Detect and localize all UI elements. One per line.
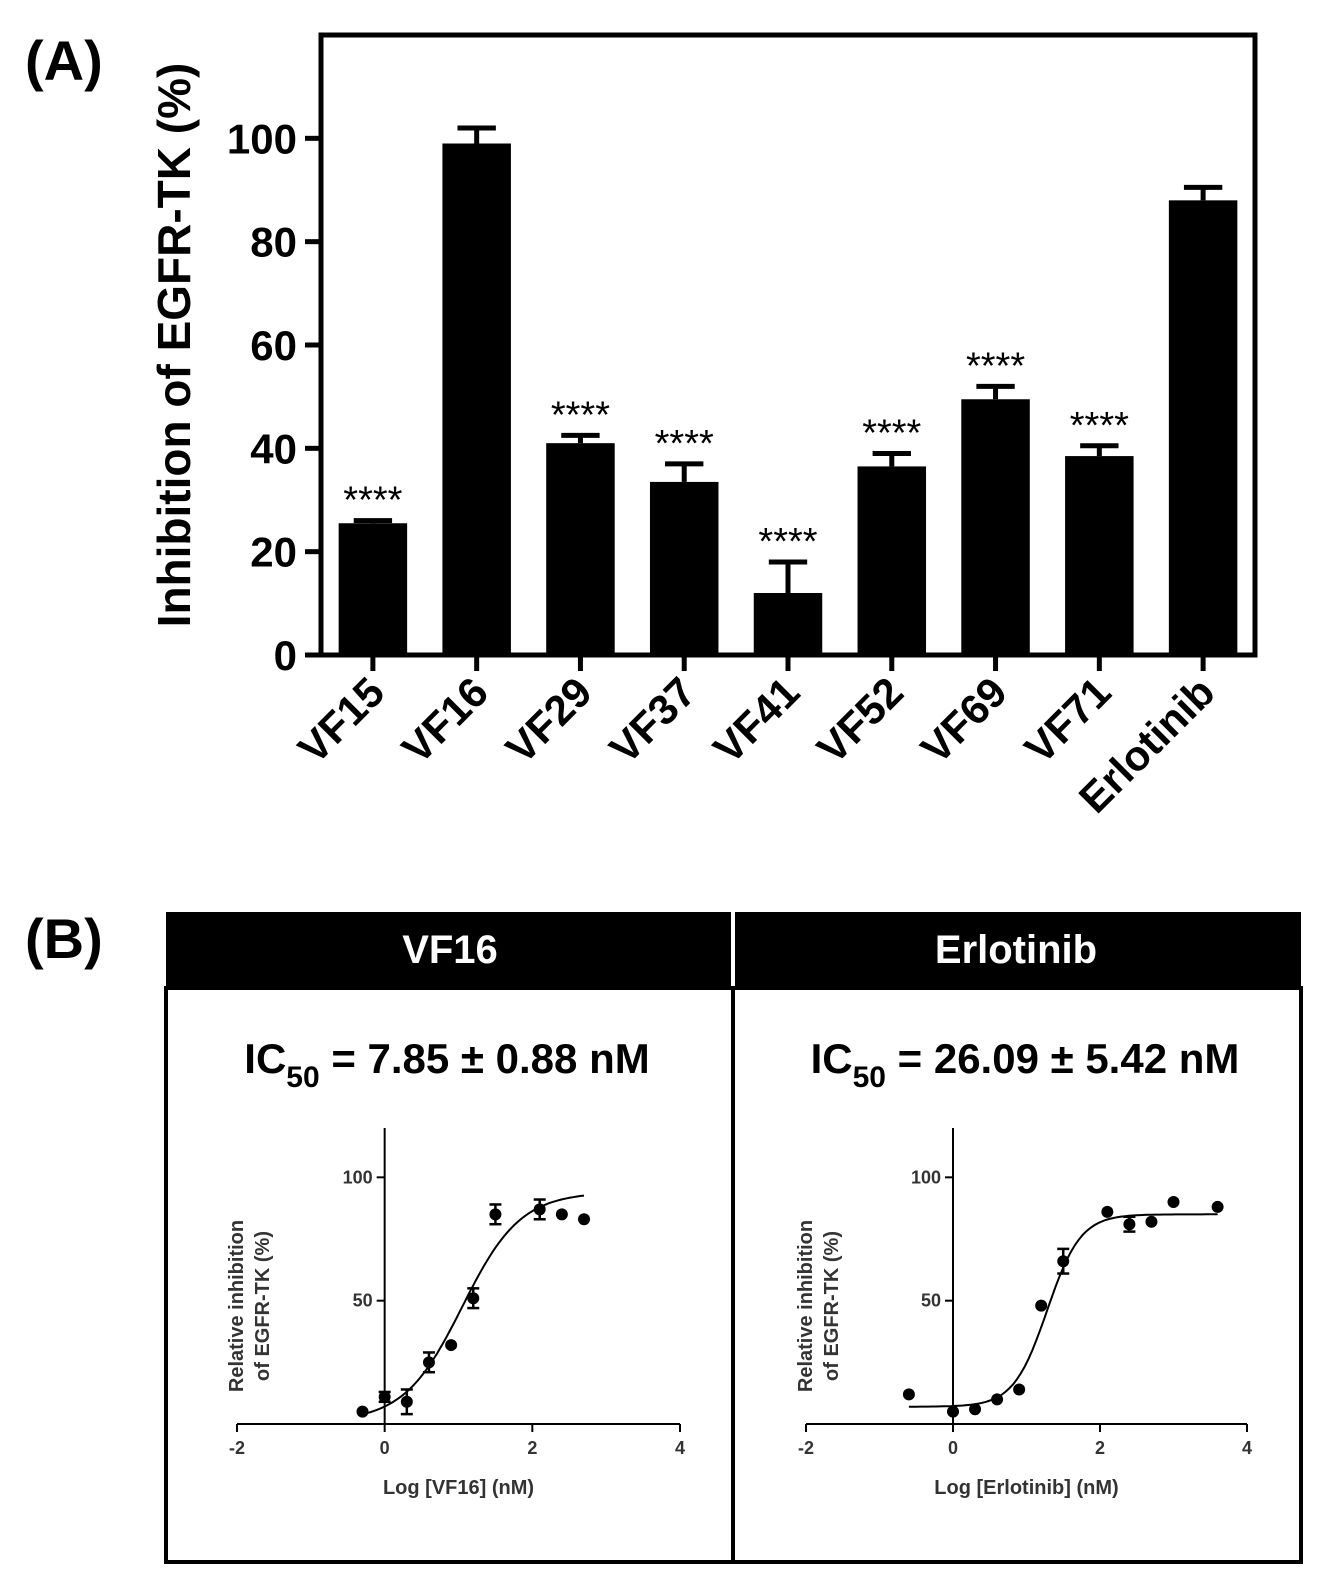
data-point <box>555 1208 568 1221</box>
significance-label: **** <box>655 423 714 465</box>
data-point <box>1167 1196 1180 1208</box>
x-tick-label: VF29 <box>497 668 601 772</box>
y-axis-title-line2: of EGFR-TK (%) <box>252 1231 274 1381</box>
significance-label: **** <box>551 394 610 436</box>
vf16-dose-response-chart: -2 0 2 4 50 100 Log [VF16] (nM) Relative inhibi… <box>226 1128 685 1499</box>
data-point <box>400 1395 413 1408</box>
x-tick-label: VF52 <box>808 668 912 772</box>
data-point <box>969 1403 982 1416</box>
data-point <box>991 1393 1004 1406</box>
data-point <box>902 1388 915 1401</box>
x-axis: VF15 VF16 VF29 VF37 VF41 VF52 VF69 VF71Erlotini… <box>289 655 1223 822</box>
significance-label: **** <box>758 521 817 563</box>
y-tick-label: 100 <box>227 115 297 162</box>
data-point <box>947 1405 959 1418</box>
x-axis-title: Log [Erlotinib] (nM) <box>934 1477 1118 1499</box>
bar <box>961 399 1030 655</box>
data-point <box>1211 1200 1224 1213</box>
fit-curve <box>908 1213 1218 1408</box>
data-point <box>467 1292 480 1305</box>
data-point <box>378 1390 391 1403</box>
x-tick-label: VF16 <box>393 668 497 772</box>
panel-b-label: (B) <box>25 907 103 970</box>
x-tick-label: VF41 <box>704 668 808 772</box>
y-tick-label: 0 <box>274 632 297 679</box>
y-tick-label: 80 <box>250 219 297 266</box>
data-point <box>533 1203 546 1216</box>
data-point <box>1013 1383 1026 1396</box>
fit-curve <box>362 1194 585 1416</box>
vf16-ic50: IC50 = 7.85 ± 0.88 nM <box>244 1035 649 1094</box>
significance-label: **** <box>966 345 1025 387</box>
bar <box>649 481 719 655</box>
x-tick-label: 4 <box>1242 1438 1252 1458</box>
y-tick-label: 50 <box>921 1291 941 1311</box>
x-tick-label: 2 <box>1095 1438 1105 1458</box>
y-axis: 0 20 40 60 80 100 <box>227 115 321 679</box>
bar <box>546 443 615 655</box>
x-tick-label: 0 <box>380 1438 390 1458</box>
y-axis-title-line1: Relative inhibition <box>795 1220 817 1392</box>
data-point <box>422 1356 435 1369</box>
x-axis-title: Log [VF16] (nM) <box>383 1477 534 1499</box>
panel-a-bar-chart: (A) Inhibition of EGFR-TK (%) 0 20 40 60 80 1… <box>25 29 1258 822</box>
bar <box>442 143 511 655</box>
bar <box>338 523 408 655</box>
y-tick-label: 100 <box>343 1167 373 1187</box>
x-tick-label: -2 <box>229 1438 245 1458</box>
erlotinib-dose-response-chart: -2 0 2 4 50 100 Log [Erlotinib] (nM) Relative i… <box>795 1128 1252 1499</box>
data-point <box>1145 1215 1158 1228</box>
x-tick-label: VF15 <box>289 668 393 772</box>
y-tick-label: 50 <box>353 1291 373 1311</box>
y-axis-title-line2: of EGFR-TK (%) <box>821 1231 843 1381</box>
x-tick-label: 0 <box>948 1438 958 1458</box>
y-tick-label: 40 <box>250 425 297 472</box>
bar <box>1065 456 1134 655</box>
x-tick-label: -2 <box>798 1438 814 1458</box>
y-tick-label: 100 <box>911 1167 941 1187</box>
data-point <box>1057 1255 1070 1268</box>
vf16-header: VF16 <box>402 928 498 972</box>
data-point <box>578 1213 591 1226</box>
panel-a-label: (A) <box>25 29 103 92</box>
erlotinib-header: Erlotinib <box>935 928 1097 972</box>
bar <box>857 466 927 655</box>
significance-label: **** <box>343 480 402 522</box>
bars: **** **** **** **** **** **** **** <box>338 125 1238 656</box>
data-point <box>1101 1205 1114 1218</box>
significance-label: **** <box>1070 405 1129 447</box>
data-point <box>356 1405 369 1418</box>
data-point <box>445 1339 458 1352</box>
x-tick-label: VF69 <box>912 668 1016 772</box>
bar <box>753 593 823 655</box>
panel-b-dose-response: (B) VF16 Erlotinib IC50 = 7.85 ± 0.88 nM… <box>25 907 1303 1564</box>
erlotinib-ic50: IC50 = 26.09 ± 5.42 nM <box>811 1035 1240 1094</box>
y-axis-title-line1: Relative inhibition <box>226 1220 248 1392</box>
significance-label: **** <box>862 413 921 455</box>
bar <box>1168 200 1238 656</box>
data-point <box>489 1208 502 1221</box>
x-tick-label: VF37 <box>600 668 704 772</box>
y-tick-label: 20 <box>250 529 297 576</box>
y-axis-title: Inhibition of EGFR-TK (%) <box>148 63 200 628</box>
x-tick-label: 2 <box>527 1438 537 1458</box>
data-point <box>1035 1299 1048 1312</box>
data-point <box>1123 1218 1136 1231</box>
y-tick-label: 60 <box>250 322 297 369</box>
x-tick-label: 4 <box>675 1438 685 1458</box>
